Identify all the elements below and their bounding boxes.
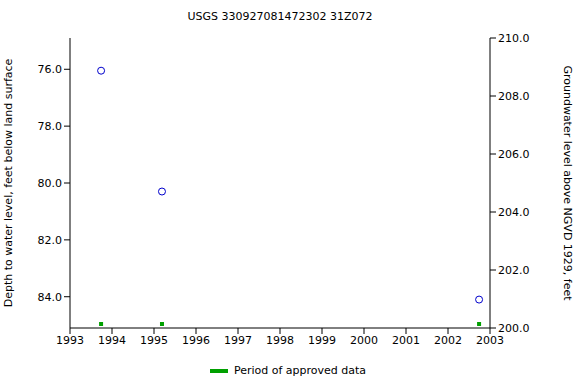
svg-text:210.0: 210.0 (498, 32, 530, 45)
svg-text:1995: 1995 (140, 334, 168, 347)
svg-text:1998: 1998 (266, 334, 294, 347)
svg-text:202.0: 202.0 (498, 264, 530, 277)
svg-text:2002: 2002 (434, 334, 462, 347)
svg-text:204.0: 204.0 (498, 206, 530, 219)
svg-text:208.0: 208.0 (498, 90, 530, 103)
svg-text:Groundwater level above NGVD 1: Groundwater level above NGVD 1929, feet (561, 65, 568, 301)
svg-text:1999: 1999 (308, 334, 336, 347)
svg-text:2003: 2003 (476, 334, 504, 347)
svg-text:200.0: 200.0 (498, 322, 530, 335)
svg-text:1993: 1993 (56, 334, 84, 347)
svg-text:1996: 1996 (182, 334, 210, 347)
svg-text:2001: 2001 (392, 334, 420, 347)
svg-text:206.0: 206.0 (498, 148, 530, 161)
svg-text:78.0: 78.0 (38, 120, 63, 133)
svg-text:82.0: 82.0 (38, 234, 63, 247)
svg-text:80.0: 80.0 (38, 177, 63, 190)
svg-text:84.0: 84.0 (38, 291, 63, 304)
svg-text:2000: 2000 (350, 334, 378, 347)
svg-text:Depth to water level, feet bel: Depth to water level, feet below land su… (8, 58, 15, 307)
svg-text:76.0: 76.0 (38, 63, 63, 76)
svg-text:1994: 1994 (98, 334, 126, 347)
html-text:Period of approved data: Period of approved data (233, 364, 367, 377)
svg-text:1997: 1997 (224, 334, 252, 347)
html-text:USGS 330927081472302 31Z072: USGS 330927081472302 31Z072 (187, 10, 373, 23)
